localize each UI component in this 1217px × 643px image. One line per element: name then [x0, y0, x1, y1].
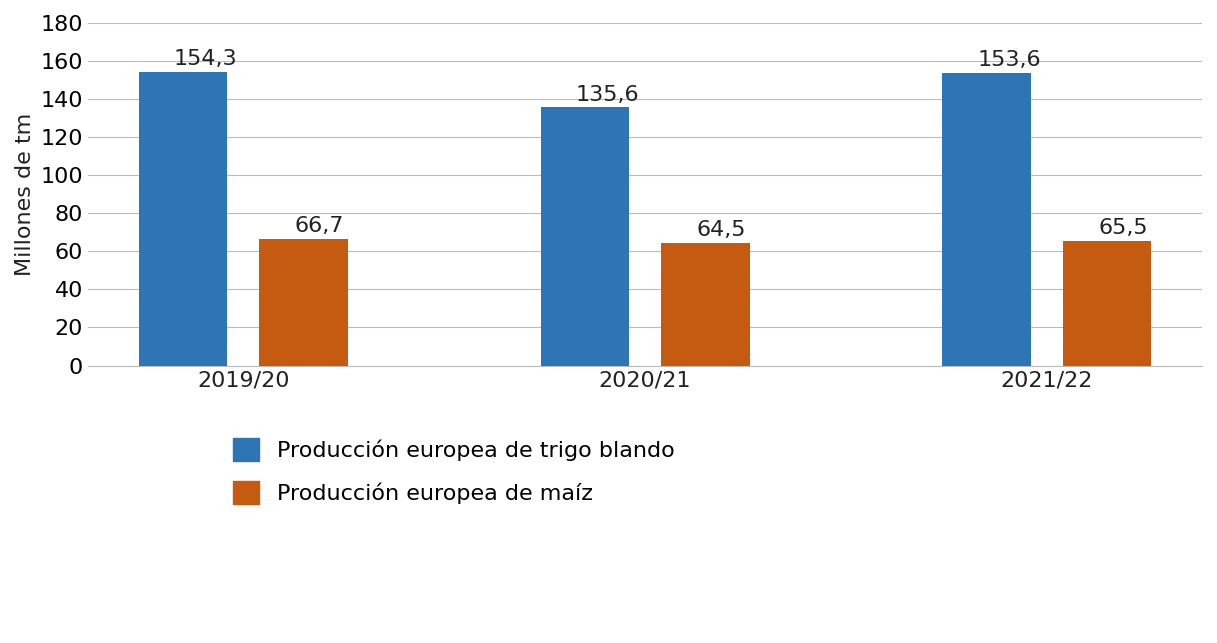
Text: 65,5: 65,5 [1098, 218, 1148, 238]
Bar [540, 107, 629, 365]
Bar [259, 239, 348, 365]
Bar [139, 72, 228, 365]
Text: 66,7: 66,7 [295, 216, 344, 236]
Bar [942, 73, 1031, 365]
Bar [661, 243, 750, 365]
Y-axis label: Millones de tm: Millones de tm [15, 113, 35, 276]
Text: 153,6: 153,6 [977, 50, 1042, 70]
Text: 135,6: 135,6 [576, 85, 639, 105]
Text: 64,5: 64,5 [696, 220, 746, 240]
Text: 154,3: 154,3 [174, 49, 237, 69]
Legend: Producción europea de trigo blando, Producción europea de maíz: Producción europea de trigo blando, Prod… [232, 439, 675, 504]
Bar [1062, 241, 1151, 365]
